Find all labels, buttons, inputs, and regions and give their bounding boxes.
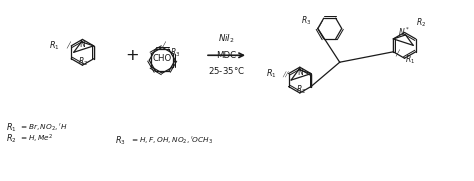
Text: $R_2$: $R_2$	[78, 56, 89, 68]
Text: 25-35$\degree$C: 25-35$\degree$C	[208, 65, 245, 76]
Text: ╱: ╱	[318, 21, 322, 28]
Text: $R_3$: $R_3$	[170, 46, 181, 58]
Text: ╱: ╱	[161, 42, 165, 49]
Text: CHO: CHO	[153, 54, 172, 63]
Text: $N^*$: $N^*$	[398, 26, 410, 38]
Text: +: +	[126, 48, 139, 63]
Text: $NiI_2$: $NiI_2$	[218, 32, 234, 45]
Text: $R_3$: $R_3$	[301, 14, 312, 27]
Text: $R_1$: $R_1$	[405, 54, 415, 66]
Text: N: N	[80, 40, 85, 49]
Text: $R_3$: $R_3$	[115, 135, 126, 147]
Text: $R_1$: $R_1$	[6, 122, 17, 134]
Text: $R_2$: $R_2$	[6, 133, 16, 145]
Text: $R_2$: $R_2$	[416, 17, 426, 29]
Text: ╱╱: ╱╱	[283, 71, 289, 77]
Text: N: N	[297, 68, 302, 77]
Text: $R_1$: $R_1$	[48, 40, 59, 52]
Text: $R_1$: $R_1$	[266, 67, 277, 80]
Text: $= H, Me^2$: $= H, Me^2$	[18, 133, 53, 145]
Text: $R_2$: $R_2$	[296, 84, 306, 96]
Text: $= H, F, OH, NO_2,' OCH_3$: $= H, F, OH, NO_2,' OCH_3$	[130, 135, 213, 146]
Text: ╱: ╱	[66, 42, 70, 49]
Text: MDC: MDC	[216, 51, 236, 60]
Text: ╱: ╱	[395, 50, 399, 57]
Text: $= Br, NO_2,' H$: $= Br, NO_2,' H$	[18, 122, 67, 133]
